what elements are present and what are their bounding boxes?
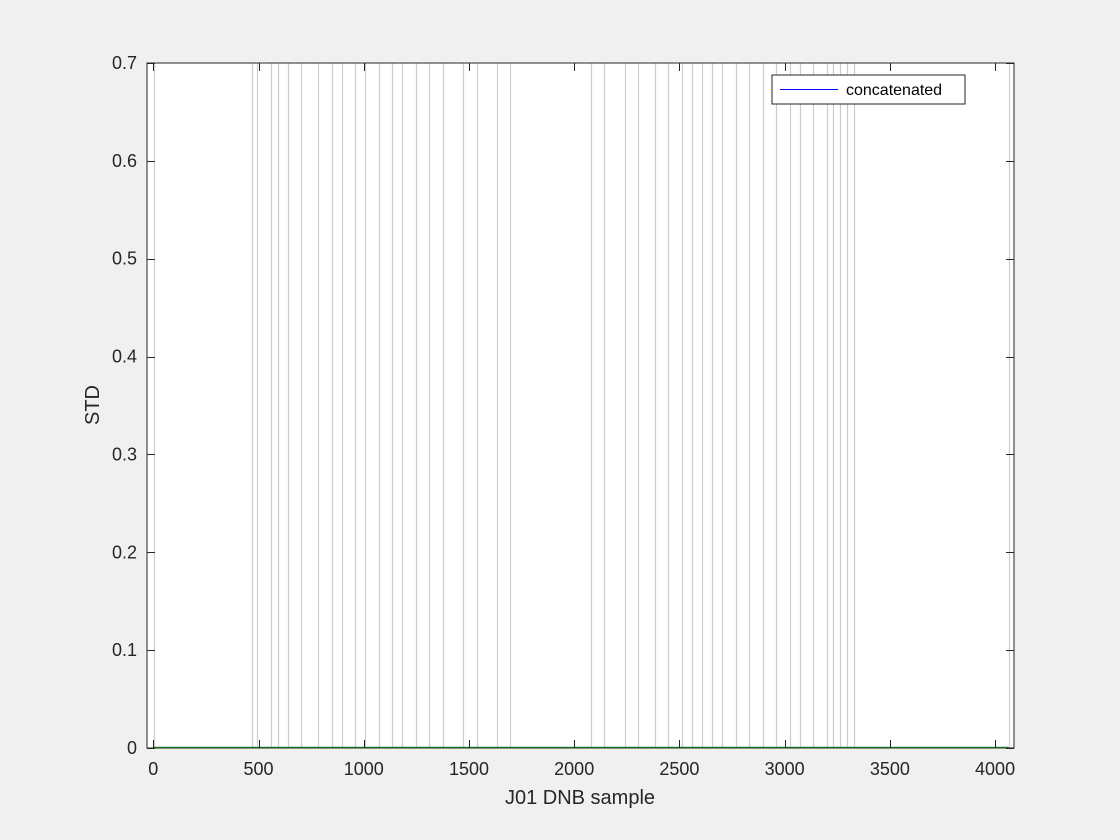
legend-label-concatenated: concatenated xyxy=(846,82,942,99)
y-axis-label: STD xyxy=(82,385,104,425)
y-tick-label-7: 0.7 xyxy=(112,53,137,73)
x-tick-label-3: 1500 xyxy=(449,759,489,779)
y-tick-label-5: 0.5 xyxy=(112,249,137,269)
y-tick-label-1: 0.1 xyxy=(112,640,137,660)
x-ticks-group: 0 500 1000 1500 2000 2500 3000 3500 4000 xyxy=(148,63,1015,779)
y-tick-label-3: 0.3 xyxy=(112,444,137,464)
x-tick-label-4: 2000 xyxy=(554,759,594,779)
y-tick-label-6: 0.6 xyxy=(112,151,137,171)
x-tick-label-6: 3000 xyxy=(765,759,805,779)
x-tick-label-2: 1000 xyxy=(344,759,384,779)
y-tick-label-0: 0 xyxy=(127,738,137,758)
x-tick-label-5: 2500 xyxy=(659,759,699,779)
vertical-lines-group xyxy=(153,63,1011,748)
axes-box xyxy=(146,62,1015,749)
y-ticks-group: 0 0.1 0.2 0.3 0.4 0.5 0.6 0.7 xyxy=(112,53,1014,758)
x-tick-label-8: 4000 xyxy=(975,759,1015,779)
x-tick-label-7: 3500 xyxy=(870,759,910,779)
y-tick-label-2: 0.2 xyxy=(112,542,137,562)
x-tick-label-0: 0 xyxy=(148,759,158,779)
legend: concatenated xyxy=(771,74,966,105)
plot-area xyxy=(147,63,1014,748)
x-axis-label: J01 DNB sample xyxy=(505,787,655,809)
x-tick-label-1: 500 xyxy=(244,759,274,779)
y-tick-label-4: 0.4 xyxy=(112,347,137,367)
